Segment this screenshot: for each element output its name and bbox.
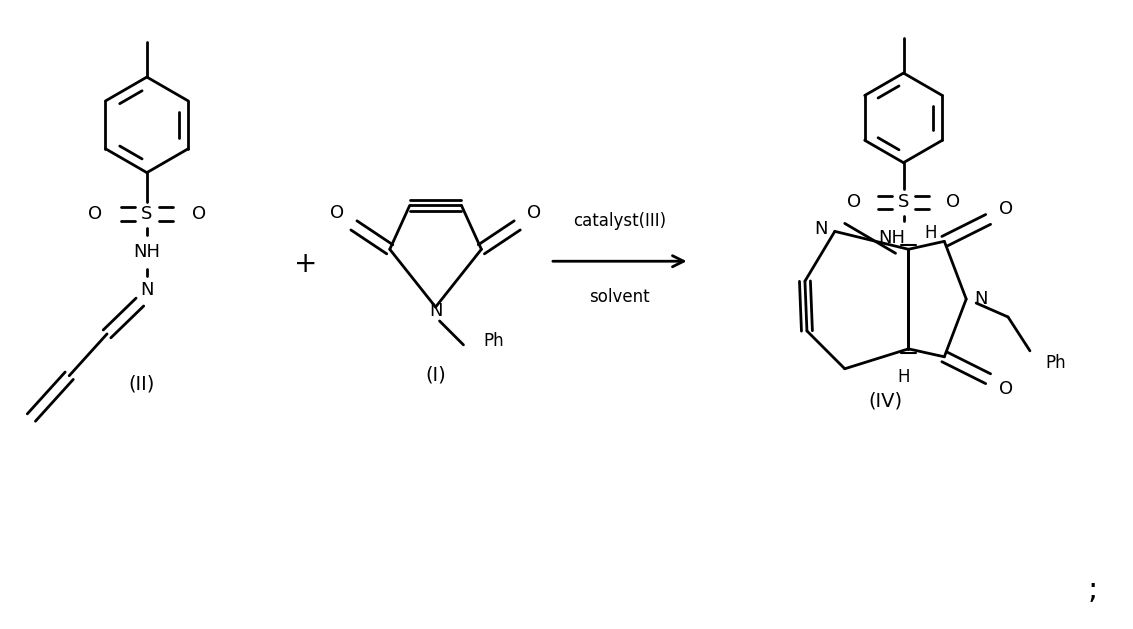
Text: N: N — [974, 290, 988, 308]
Text: O: O — [88, 206, 102, 223]
Text: O: O — [330, 204, 344, 223]
Text: S: S — [142, 206, 153, 223]
Text: N: N — [140, 281, 154, 299]
Text: solvent: solvent — [589, 288, 650, 306]
Text: O: O — [946, 194, 961, 211]
Text: Ph: Ph — [1046, 353, 1066, 372]
Text: O: O — [527, 204, 542, 223]
Text: H: H — [925, 225, 937, 242]
Text: O: O — [999, 380, 1013, 398]
Text: N: N — [428, 302, 442, 320]
Text: +: + — [295, 250, 318, 278]
Text: catalyst(III): catalyst(III) — [573, 213, 666, 230]
Text: (I): (I) — [425, 365, 446, 384]
Text: O: O — [999, 201, 1013, 218]
Text: Ph: Ph — [483, 332, 504, 350]
Text: ;: ; — [1088, 576, 1098, 604]
Text: (II): (II) — [129, 374, 155, 393]
Text: O: O — [846, 194, 861, 211]
Text: O: O — [191, 206, 206, 223]
Text: (IV): (IV) — [869, 391, 903, 410]
Text: NH: NH — [878, 230, 905, 247]
Text: H: H — [897, 368, 910, 386]
Text: S: S — [897, 194, 909, 211]
Text: NH: NH — [134, 243, 161, 261]
Text: N: N — [815, 220, 827, 238]
